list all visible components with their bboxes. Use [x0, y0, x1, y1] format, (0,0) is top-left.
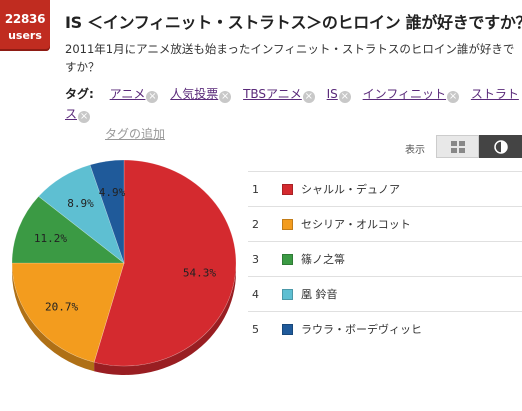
- pie-chart-icon: [493, 139, 508, 154]
- user-count: 22836: [4, 12, 46, 26]
- tag-tbs-anime[interactable]: TBSアニメ: [243, 87, 302, 101]
- tag-list: タグ: アニメ × 人気投票 × TBSアニメ × IS × インフィニット × ストラト…: [65, 84, 520, 144]
- pie-slice-label: 20.7%: [45, 301, 78, 314]
- legend-rank: 2: [252, 217, 259, 231]
- view-label: 表示: [405, 145, 425, 156]
- grid-icon: [450, 140, 465, 153]
- pie-chart: 54.3% 20.7% 11.2% 8.9% 4.9%: [11, 159, 237, 375]
- legend-swatch: [282, 183, 293, 195]
- legend-name: セシリア・オルコット: [301, 218, 411, 231]
- pie-slice[interactable]: [89, 159, 125, 264]
- legend-name: シャルル・デュノア: [301, 183, 400, 196]
- legend-list: 1 シャルル・デュノア 2 セシリア・オルコット 3 篠ノ之箒 4 凰 鈴音 5…: [248, 171, 522, 346]
- pie-slice-side: [94, 263, 236, 375]
- remove-tag-icon[interactable]: ×: [78, 111, 91, 123]
- add-tag-link[interactable]: タグの追加: [105, 127, 166, 141]
- remove-tag-icon[interactable]: ×: [447, 91, 460, 103]
- chart-view-button[interactable]: [479, 135, 522, 158]
- legend-row[interactable]: 2 セシリア・オルコット: [248, 206, 522, 241]
- remove-tag-icon[interactable]: ×: [302, 91, 315, 103]
- pie-slice-label: 11.2%: [34, 232, 67, 245]
- user-count-badge: 22836 users: [0, 0, 50, 51]
- legend-swatch: [282, 288, 293, 300]
- poll-description: 2011年1月にアニメ放送も始まったインフィニット・ストラトスのヒロイン誰が好き…: [65, 42, 515, 74]
- pie-slice-side: [12, 263, 95, 372]
- pie-slice[interactable]: [11, 195, 125, 264]
- legend-row[interactable]: 5 ラウラ・ボーデヴィッヒ: [248, 311, 522, 346]
- legend-row[interactable]: 3 篠ノ之箒: [248, 241, 522, 276]
- remove-tag-icon[interactable]: ×: [219, 91, 232, 103]
- legend-swatch: [282, 323, 293, 335]
- pie-slice-label: 4.9%: [99, 186, 126, 199]
- legend-rank: 4: [252, 287, 259, 301]
- pie-slice[interactable]: [11, 262, 125, 363]
- legend-swatch: [282, 253, 293, 265]
- legend-swatch: [282, 218, 293, 230]
- list-view-button[interactable]: [436, 135, 479, 158]
- legend-name: 凰 鈴音: [301, 288, 338, 301]
- legend-rank: 1: [252, 182, 259, 196]
- tag-is[interactable]: IS: [326, 87, 338, 101]
- view-toggle: [436, 135, 522, 158]
- legend-row[interactable]: 1 シャルル・デュノア: [248, 171, 522, 206]
- legend-name: ラウラ・ボーデヴィッヒ: [301, 323, 422, 336]
- pie-slice[interactable]: [38, 164, 125, 264]
- tag-popularity-vote[interactable]: 人気投票: [170, 87, 219, 101]
- user-count-unit: users: [8, 29, 42, 42]
- tag-anime[interactable]: アニメ: [109, 87, 146, 101]
- remove-tag-icon[interactable]: ×: [338, 91, 351, 103]
- legend-rank: 5: [252, 322, 259, 336]
- tag-stratos[interactable]: ストラトス: [65, 87, 519, 121]
- page-title: IS ＜インフィニット・ストラトス＞のヒロイン 誰が好きですか？: [65, 13, 522, 32]
- tag-label: タグ:: [65, 87, 94, 101]
- legend-name: 篠ノ之箒: [301, 253, 345, 266]
- tag-infinite[interactable]: インフィニット: [362, 87, 447, 101]
- remove-tag-icon[interactable]: ×: [146, 91, 159, 103]
- pie-slice-label: 54.3%: [183, 266, 216, 279]
- pie-slice-label: 8.9%: [67, 197, 94, 210]
- pie-slice[interactable]: [93, 159, 237, 367]
- legend-row[interactable]: 4 凰 鈴音: [248, 276, 522, 311]
- legend-rank: 3: [252, 252, 259, 266]
